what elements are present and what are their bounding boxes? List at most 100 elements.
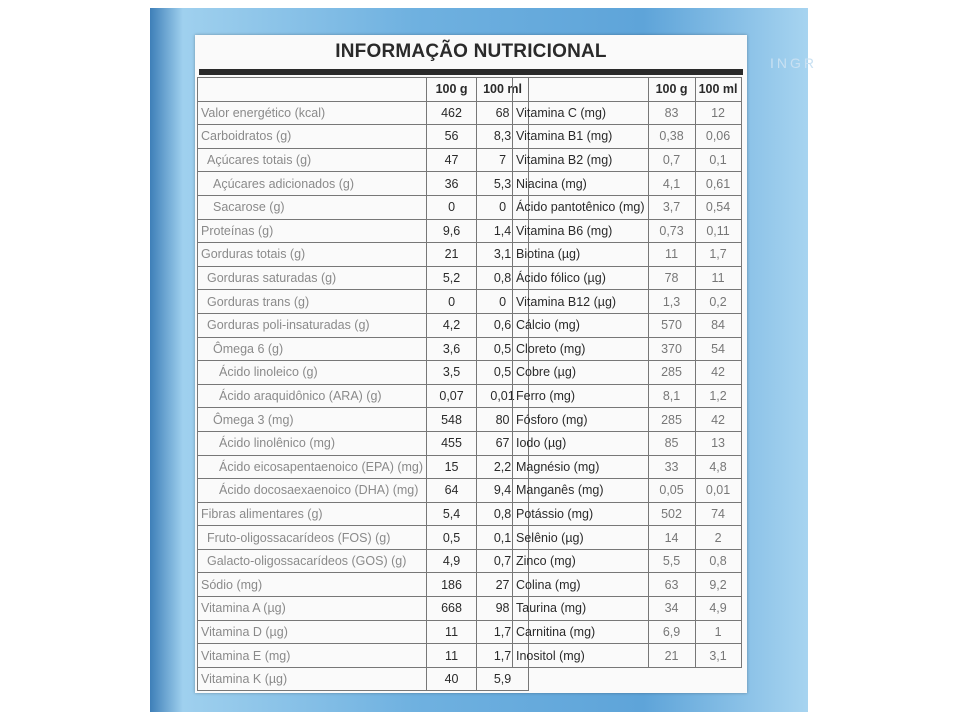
table-row: Ômega 6 (g) 3,6 0,5 <box>196 336 530 362</box>
nutrient-value: 1,7 <box>694 242 742 267</box>
table-row: Ácido docosaexaenoico (DHA) (mg) 64 9,4 <box>196 478 530 503</box>
table-row: Vitamina A (µg) 668 98 <box>196 596 530 621</box>
nutrient-value: 370 <box>647 336 696 362</box>
nutrient-value: 42 <box>694 407 742 432</box>
nutrient-value: 5,9 <box>476 666 530 692</box>
table-row: Vitamina B6 (mg) 0,73 0,11 <box>512 218 742 244</box>
nutrient-value: 0,2 <box>694 289 742 314</box>
nutrient-name: Inositol (mg) <box>512 643 649 668</box>
table-row: Vitamina B12 (µg) 1,3 0,2 <box>512 289 742 314</box>
nutrient-value: 548 <box>426 407 478 432</box>
right-table: 100 g 100 ml Vitamina C (mg) 83 12 Vitamina B… <box>512 77 742 668</box>
nutrient-name: Fósforo (mg) <box>512 407 649 432</box>
nutrient-value: 5,2 <box>426 265 478 291</box>
nutrient-value: 455 <box>426 430 478 456</box>
nutrient-value: 502 <box>647 501 696 527</box>
nutrient-value: 0,7 <box>647 147 696 173</box>
nutrient-name: Ômega 6 (g) <box>196 336 428 362</box>
nutrient-value: 0,1 <box>694 147 742 173</box>
nutrient-value: 1,3 <box>647 289 696 314</box>
column-header: 100 ml <box>694 77 742 102</box>
nutrient-name: Ácido docosaexaenoico (DHA) (mg) <box>196 478 428 503</box>
nutrient-value: 11 <box>694 265 742 291</box>
nutrient-value: 21 <box>426 242 478 267</box>
nutrient-name: Vitamina A (µg) <box>196 596 428 621</box>
nutrient-name: Vitamina K (µg) <box>196 666 428 692</box>
nutrient-name: Cobre (µg) <box>512 360 649 385</box>
nutrient-value: 12 <box>694 100 742 126</box>
nutrient-value: 11 <box>647 242 696 267</box>
nutrient-name: Ácido pantotênico (mg) <box>512 194 649 220</box>
table-row: Vitamina K (µg) 40 5,9 <box>196 666 530 692</box>
nutrient-value: 4,9 <box>426 548 478 574</box>
nutrient-value: 84 <box>694 312 742 338</box>
header-blank <box>196 77 428 102</box>
nutrient-value: 285 <box>647 360 696 385</box>
nutrient-value: 2 <box>694 525 742 550</box>
nutrient-name: Iodo (µg) <box>512 430 649 456</box>
nutrient-value: 0,06 <box>694 124 742 149</box>
header-row: 100 g 100 ml <box>512 77 742 102</box>
nutrient-value: 11 <box>426 643 478 668</box>
table-row: Ácido linoleico (g) 3,5 0,5 <box>196 360 530 385</box>
table-row: Magnésio (mg) 33 4,8 <box>512 454 742 480</box>
nutrient-value: 0 <box>426 194 478 220</box>
nutrient-name: Cloreto (mg) <box>512 336 649 362</box>
nutrient-name: Vitamina D (µg) <box>196 619 428 645</box>
nutrient-value: 85 <box>647 430 696 456</box>
nutrient-name: Vitamina B2 (mg) <box>512 147 649 173</box>
nutrient-name: Carnitina (mg) <box>512 619 649 645</box>
table-row: Potássio (mg) 502 74 <box>512 501 742 527</box>
nutrient-value: 3,5 <box>426 360 478 385</box>
nutrient-value: 0,11 <box>694 218 742 244</box>
table-row: Manganês (mg) 0,05 0,01 <box>512 478 742 503</box>
nutrient-value: 47 <box>426 147 478 173</box>
table-row: Valor energético (kcal) 462 68 <box>196 100 530 126</box>
table-row: Inositol (mg) 21 3,1 <box>512 643 742 668</box>
nutrient-value: 36 <box>426 171 478 196</box>
nutrient-value: 5,5 <box>647 548 696 574</box>
nutrient-name: Selênio (µg) <box>512 525 649 550</box>
table-row: Fruto-oligossacarídeos (FOS) (g) 0,5 0,1 <box>196 525 530 550</box>
nutrient-value: 570 <box>647 312 696 338</box>
nutrient-value: 4,1 <box>647 171 696 196</box>
table-row: Vitamina C (mg) 83 12 <box>512 100 742 126</box>
nutrient-value: 21 <box>647 643 696 668</box>
table-row: Taurina (mg) 34 4,9 <box>512 596 742 621</box>
side-title: INGR <box>770 55 817 71</box>
nutrient-name: Gorduras trans (g) <box>196 289 428 314</box>
nutrient-value: 4,9 <box>694 596 742 621</box>
nutrient-value: 0,05 <box>647 478 696 503</box>
nutrient-name: Proteínas (g) <box>196 218 428 244</box>
nutrient-name: Zinco (mg) <box>512 548 649 574</box>
nutrient-value: 63 <box>647 572 696 598</box>
table-row: Niacina (mg) 4,1 0,61 <box>512 171 742 196</box>
nutrient-value: 40 <box>426 666 478 692</box>
nutrient-value: 78 <box>647 265 696 291</box>
nutrient-name: Ácido linolênico (mg) <box>196 430 428 456</box>
table-row: Iodo (µg) 85 13 <box>512 430 742 456</box>
nutrient-value: 0,38 <box>647 124 696 149</box>
nutrient-value: 462 <box>426 100 478 126</box>
nutrient-name: Gorduras poli-insaturadas (g) <box>196 312 428 338</box>
nutrient-name: Colina (mg) <box>512 572 649 598</box>
table-row: Sacarose (g) 0 0 <box>196 194 530 220</box>
table-row: Carboidratos (g) 56 8,3 <box>196 124 530 149</box>
table-row: Vitamina B2 (mg) 0,7 0,1 <box>512 147 742 173</box>
nutrient-value: 0,8 <box>694 548 742 574</box>
nutrient-name: Niacina (mg) <box>512 171 649 196</box>
table-row: Fibras alimentares (g) 5,4 0,8 <box>196 501 530 527</box>
table-row: Ácido fólico (µg) 78 11 <box>512 265 742 291</box>
nutrient-value: 56 <box>426 124 478 149</box>
table-row: Ácido eicosapentaenoico (EPA) (mg) 15 2,2 <box>196 454 530 480</box>
table-row: Proteínas (g) 9,6 1,4 <box>196 218 530 244</box>
table-row: Vitamina E (mg) 11 1,7 <box>196 643 530 668</box>
nutrient-name: Sacarose (g) <box>196 194 428 220</box>
nutrient-value: 34 <box>647 596 696 621</box>
table-row: Zinco (mg) 5,5 0,8 <box>512 548 742 574</box>
table-row: Fósforo (mg) 285 42 <box>512 407 742 432</box>
table-row: Colina (mg) 63 9,2 <box>512 572 742 598</box>
title-rule <box>199 69 743 75</box>
nutrient-name: Ácido linoleico (g) <box>196 360 428 385</box>
table-row: Ômega 3 (mg) 548 80 <box>196 407 530 432</box>
